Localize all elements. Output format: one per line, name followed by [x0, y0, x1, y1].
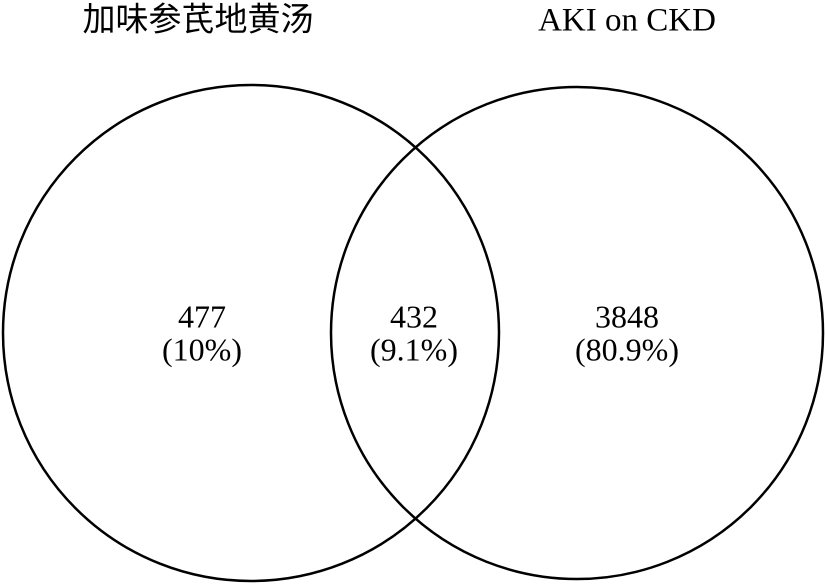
- region-count: 477: [178, 298, 226, 334]
- set-title: AKI on CKD: [538, 3, 716, 39]
- set-circle-left: [1, 83, 501, 583]
- region-percent: (80.9%): [575, 331, 679, 367]
- region-percent: (10%): [162, 331, 242, 367]
- region-count: 432: [390, 298, 438, 334]
- region-percent: (9.1%): [370, 331, 458, 367]
- set-circle-right: [329, 85, 825, 581]
- set-title: 加味参芪地黄汤: [83, 2, 314, 39]
- region-count: 3848: [595, 298, 659, 334]
